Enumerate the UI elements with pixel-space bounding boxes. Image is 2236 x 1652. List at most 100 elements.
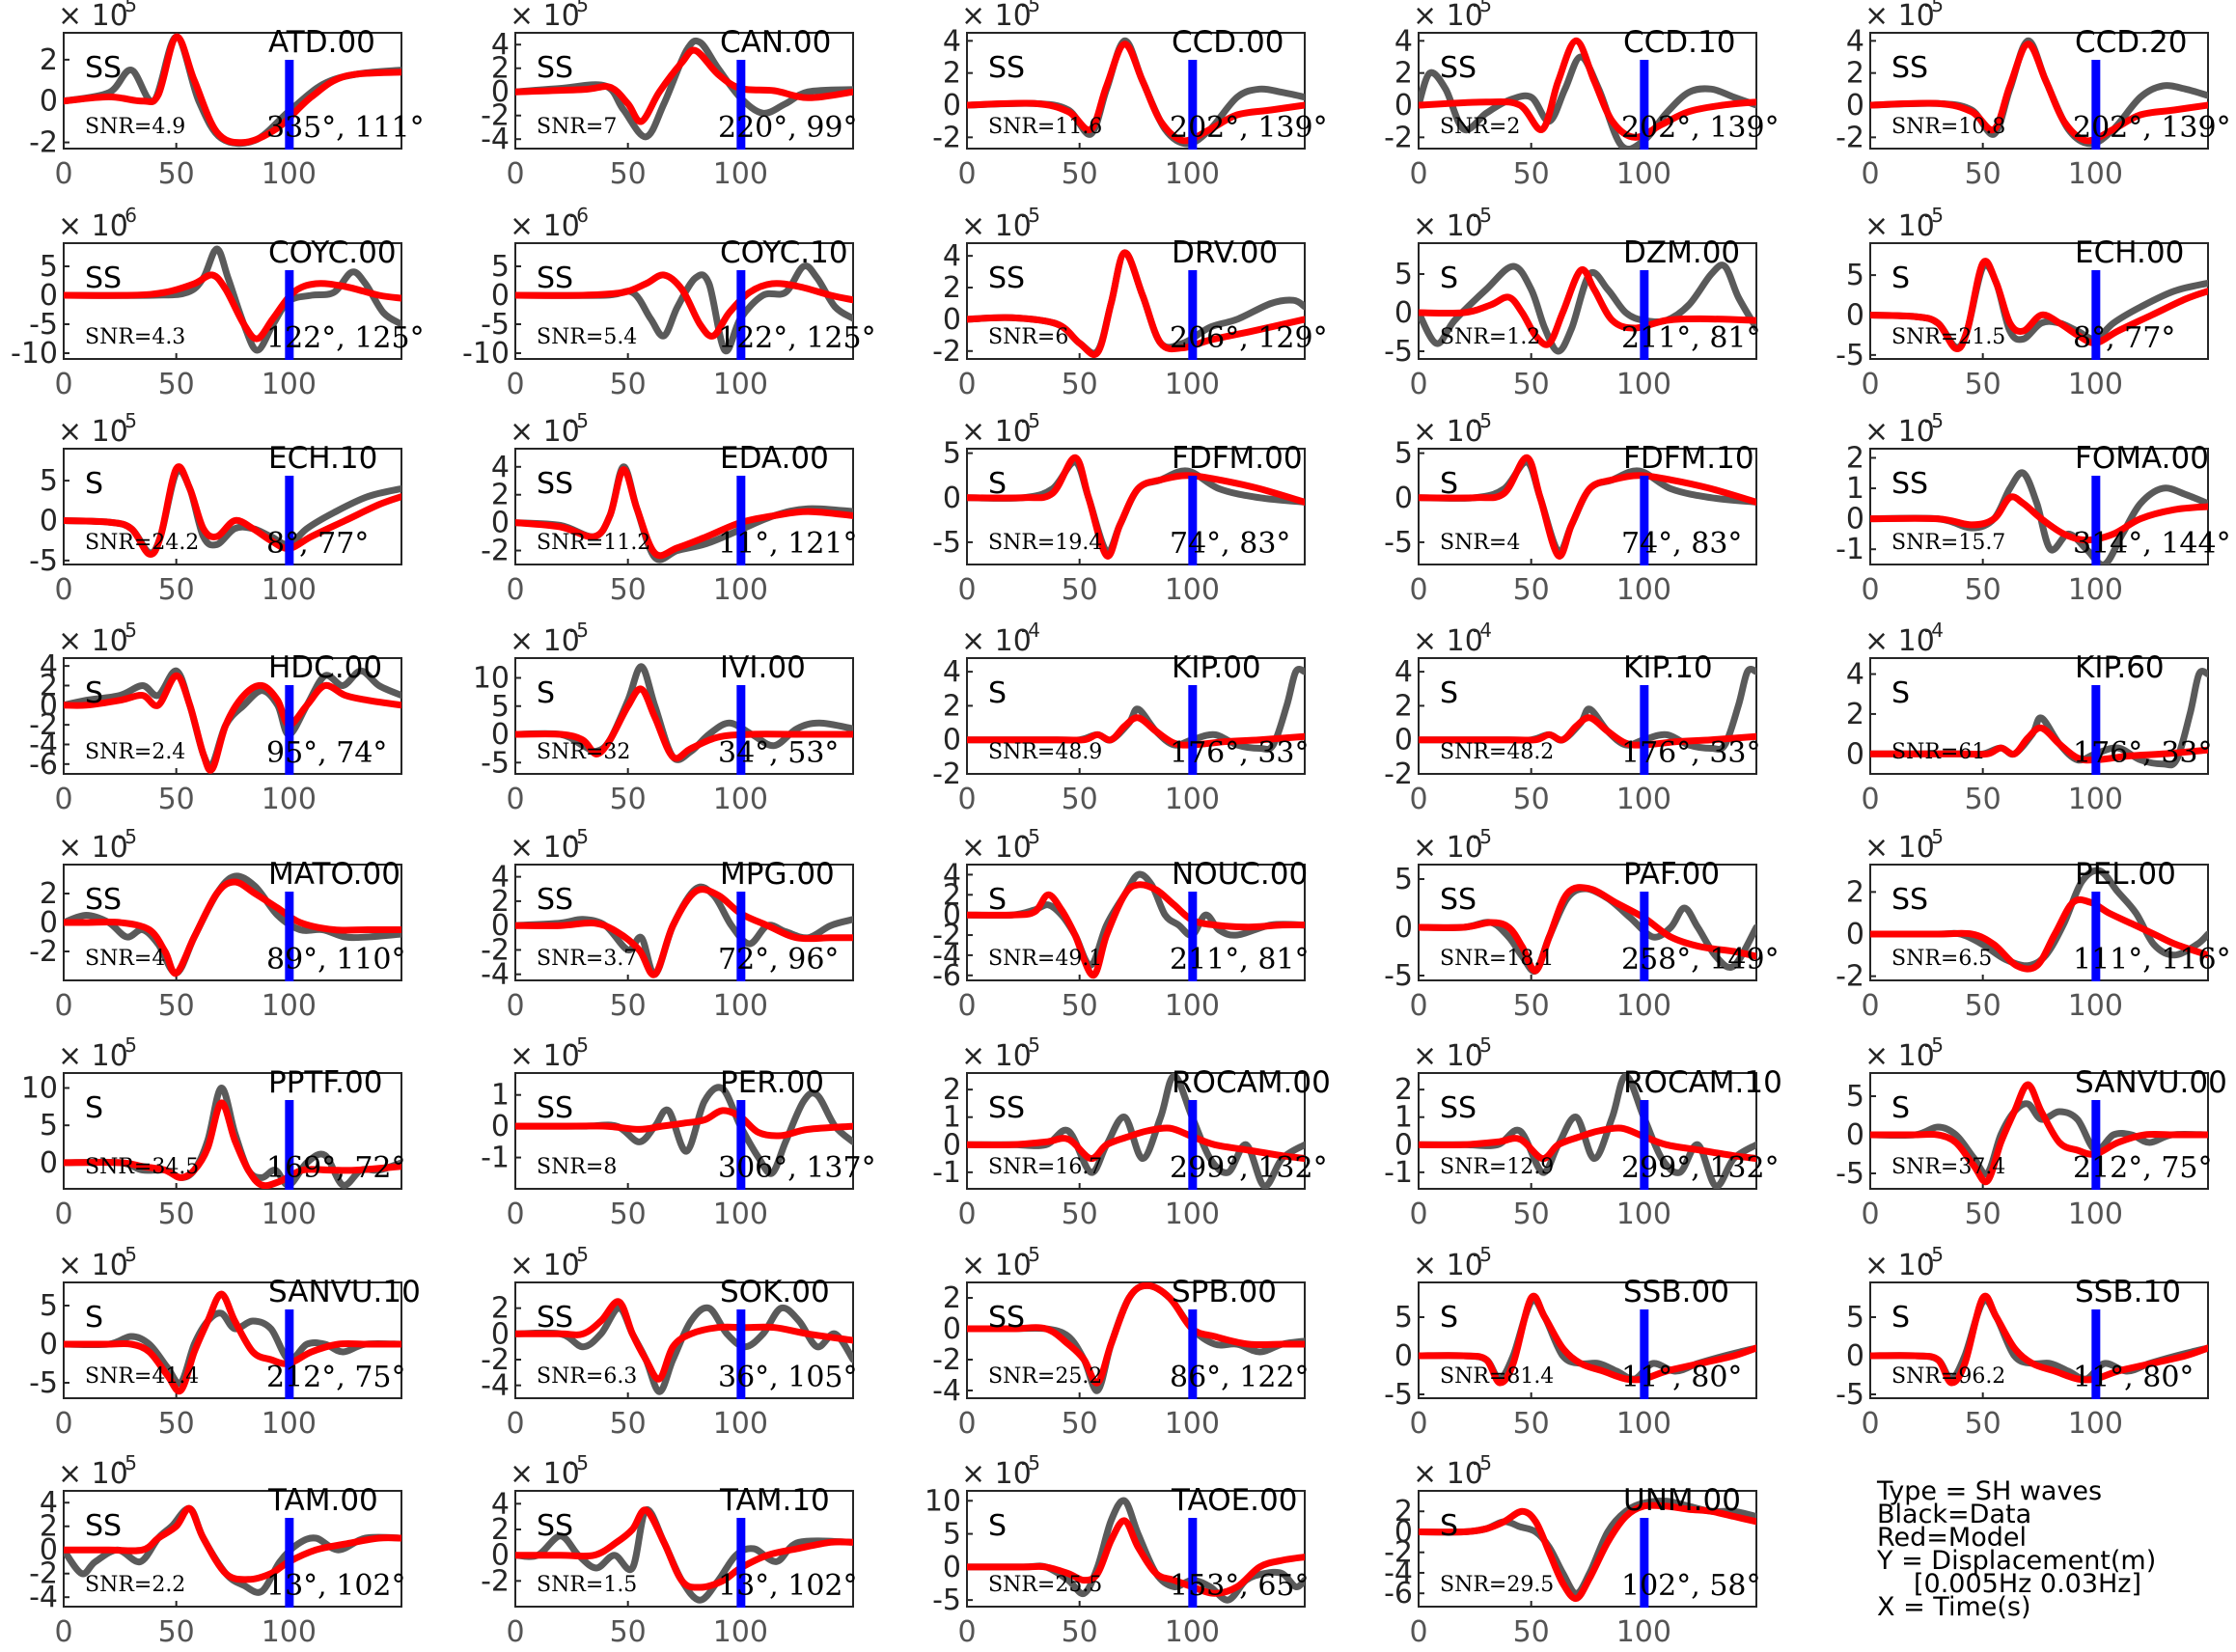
traces — [64, 1504, 401, 1596]
window-marker — [285, 1309, 294, 1399]
x-tick-label: 50 — [610, 1615, 647, 1649]
station-label: COYC.10 — [720, 235, 848, 270]
y-tick-label: -2 — [932, 919, 961, 952]
snr-label: SNR=8 — [537, 1155, 617, 1179]
y-multiplier: × 10 — [1413, 209, 1483, 243]
y-tick-label: 4 — [1846, 24, 1864, 58]
x-tick-label: 0 — [54, 1198, 72, 1231]
traces — [515, 37, 853, 141]
y-exponent: -5 — [118, 1243, 137, 1266]
x-tick-label: 100 — [2068, 989, 2123, 1023]
y-tick-label: 0 — [1846, 918, 1864, 951]
y-tick-label: 2 — [40, 43, 58, 77]
window-marker — [1640, 892, 1649, 981]
y-tick-label: 4 — [491, 861, 510, 895]
window-marker — [1640, 60, 1649, 150]
y-exponent: -5 — [1021, 825, 1040, 848]
x-tick-label: 0 — [1861, 368, 1879, 401]
traces — [515, 1506, 853, 1604]
snr-label: SNR=48.2 — [1440, 740, 1554, 764]
axes-box — [514, 1072, 854, 1190]
y-tick-label: -5 — [29, 1366, 58, 1400]
y-tick-label: 5 — [1394, 863, 1413, 896]
y-tick-label: 5 — [1394, 1301, 1413, 1335]
x-tick-label: 100 — [1616, 1615, 1671, 1649]
x-tick-label: 50 — [610, 1407, 647, 1441]
traces — [967, 666, 1305, 754]
traces — [1419, 454, 1756, 560]
y-tick-label: 0 — [1394, 296, 1413, 330]
phase-label: SS — [1440, 883, 1477, 917]
y-tick-label: -2 — [1384, 1536, 1413, 1570]
azimuth-label: 11°, 121° — [718, 527, 858, 561]
window-marker — [2091, 1309, 2101, 1399]
axes-box — [966, 1490, 1306, 1608]
phase-label: SS — [988, 51, 1025, 85]
x-tick-label: 100 — [2068, 573, 2123, 607]
x-tick-label: 0 — [1409, 1407, 1427, 1441]
station-label: COYC.00 — [268, 235, 397, 270]
azimuth-label: 211°, 81° — [1621, 321, 1761, 355]
snr-label: SNR=49.1 — [988, 947, 1102, 971]
phase-label: S — [537, 676, 555, 710]
phase-label: S — [85, 1091, 103, 1125]
traces — [1419, 884, 1756, 976]
y-tick-label: -5 — [1836, 339, 1864, 372]
window-marker — [2091, 1100, 2101, 1190]
y-tick-label: 0 — [1394, 1128, 1413, 1162]
data-trace — [515, 1084, 853, 1177]
azimuth-label: 220°, 99° — [718, 111, 858, 145]
y-tick-label: -10 — [11, 337, 58, 371]
model-trace — [967, 41, 1305, 145]
snr-label: SNR=29.5 — [1440, 1573, 1554, 1597]
window-marker — [1640, 685, 1649, 775]
y-tick-label: 5 — [943, 437, 961, 471]
y-tick-label: -2 — [29, 935, 58, 969]
model-trace — [1870, 41, 2208, 145]
y-exponent: -5 — [1021, 1243, 1040, 1266]
y-tick-label: -6 — [29, 748, 58, 782]
y-exponent: -5 — [1473, 0, 1492, 16]
window-marker — [2091, 476, 2101, 565]
window-marker — [736, 685, 746, 775]
y-tick-label: -5 — [1836, 1157, 1864, 1191]
y-tick-label: 1 — [943, 1101, 961, 1135]
y-tick-label: -2 — [1836, 960, 1864, 994]
snr-label: SNR=1.5 — [537, 1573, 637, 1597]
y-tick-label: 2 — [1846, 441, 1864, 475]
y-tick-label: 1 — [1846, 472, 1864, 506]
y-tick-label: -2 — [481, 933, 510, 967]
model-trace — [64, 1290, 401, 1395]
y-tick-label: 2 — [943, 878, 961, 912]
traces — [515, 1298, 853, 1395]
axes-box — [1869, 242, 2209, 360]
azimuth-label: 202°, 139° — [1170, 111, 1328, 145]
y-tick-label: -1 — [481, 1142, 510, 1175]
data-trace — [1419, 53, 1756, 149]
traces — [1419, 1292, 1756, 1387]
traces — [64, 1084, 401, 1189]
traces — [64, 872, 401, 977]
x-tick-label: 100 — [713, 1198, 768, 1231]
y-exponent: -5 — [118, 1033, 137, 1057]
y-tick-label: -2 — [1836, 121, 1864, 154]
x-tick-label: 0 — [54, 1615, 72, 1649]
phase-label: S — [988, 1509, 1007, 1543]
azimuth-label: 8°, 77° — [266, 527, 369, 561]
y-exponent: -5 — [569, 619, 589, 642]
y-tick-label: 0 — [491, 718, 510, 752]
window-marker — [1188, 1518, 1198, 1608]
traces — [515, 663, 853, 763]
phase-label: SS — [537, 51, 573, 85]
x-tick-label: 100 — [713, 157, 768, 191]
phase-label: S — [1440, 467, 1458, 501]
window-marker — [1640, 1518, 1649, 1608]
y-tick-label: 2 — [491, 885, 510, 919]
